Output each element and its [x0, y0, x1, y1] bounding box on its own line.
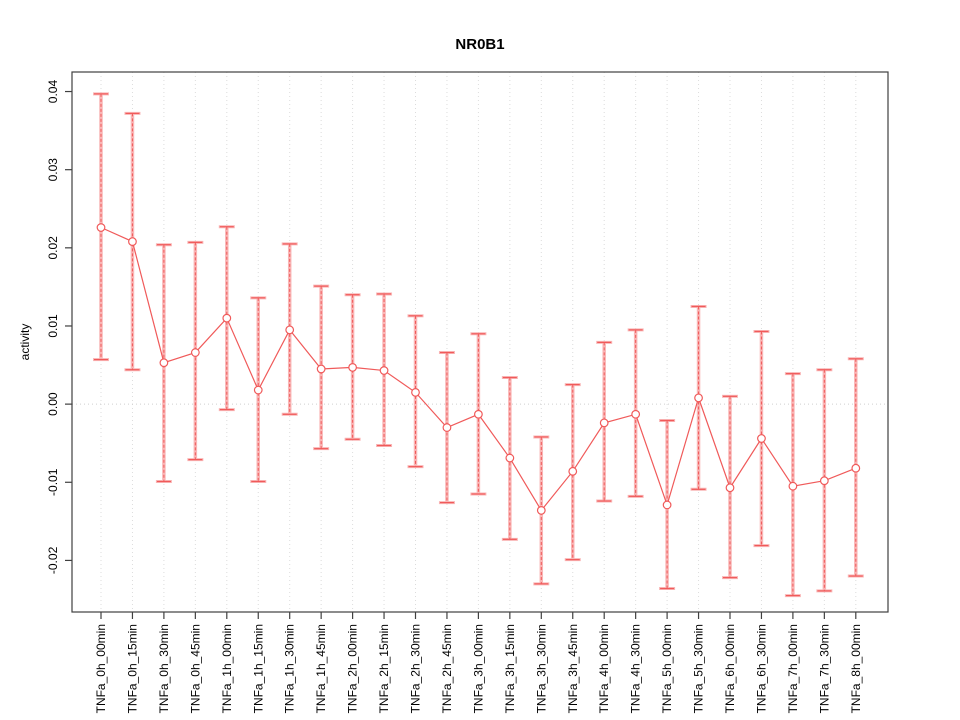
data-point-circle — [819, 476, 829, 486]
x-tick-label: TNFa_2h_45min — [440, 624, 454, 713]
y-axis-label: activity — [18, 324, 32, 361]
y-tick-label: 0.02 — [46, 236, 60, 260]
y-tick-label: -0.02 — [46, 546, 60, 574]
data-point-circle — [190, 348, 200, 357]
data-point-circle — [285, 325, 295, 335]
x-tick-label: TNFa_3h_00min — [471, 624, 485, 713]
x-tick-label: TNFa_6h_30min — [754, 624, 768, 713]
data-point-circle — [568, 466, 578, 476]
x-tick-label: TNFa_4h_30min — [629, 624, 643, 713]
data-point-circle — [159, 358, 169, 368]
data-point-circle — [96, 223, 106, 232]
x-tick-label: TNFa_0h_00min — [94, 624, 108, 713]
x-tick-label: TNFa_2h_15min — [377, 624, 391, 713]
x-tick-label: TNFa_6h_00min — [723, 624, 737, 713]
y-tick-label: 0.00 — [46, 392, 60, 416]
y-tick-label: -0.01 — [46, 468, 60, 496]
chart-title: NR0B1 — [455, 36, 504, 53]
data-point-circle — [474, 409, 483, 419]
plot-layers: TNFa_0h_00min TNFa_0h_15min TNFa_0h_30min T… — [46, 71, 889, 713]
x-tick-label: TNFa_3h_30min — [534, 624, 548, 713]
data-point-circle — [411, 388, 420, 397]
data-point-circle — [505, 453, 515, 463]
y-tick-label: 0.01 — [46, 314, 60, 338]
data-point-circle — [757, 434, 766, 443]
x-tick-label: TNFa_7h_30min — [817, 624, 831, 713]
x-tick-label: TNFa_1h_45min — [314, 624, 328, 713]
data-point-circle — [253, 385, 263, 395]
x-tick-label: TNFa_1h_00min — [220, 624, 234, 713]
x-tick-label: TNFa_3h_15min — [503, 624, 517, 713]
x-tick-label: TNFa_2h_30min — [409, 624, 423, 713]
data-point-circle — [725, 483, 735, 493]
data-point-circle — [128, 237, 137, 246]
x-tick-label: TNFa_4h_00min — [597, 624, 611, 713]
x-tick-label: TNFa_1h_15min — [251, 624, 265, 713]
x-tick-label: TNFa_5h_00min — [660, 624, 674, 713]
x-tick-label: TNFa_2h_00min — [346, 624, 360, 713]
x-tick-label: TNFa_3h_45min — [566, 624, 580, 713]
data-point-circle — [694, 393, 703, 403]
data-point-circle — [599, 418, 609, 428]
y-tick-label: 0.03 — [46, 158, 60, 182]
x-tick-label: TNFa_0h_30min — [157, 624, 171, 713]
data-point-circle — [662, 500, 672, 510]
data-point-circle — [442, 423, 452, 432]
x-tick-label: TNFa_1h_30min — [283, 624, 297, 713]
data-point-circle — [536, 506, 546, 515]
data-point-circle — [348, 362, 358, 372]
x-tick-label: TNFa_8h_00min — [849, 624, 863, 713]
data-point-circle — [379, 366, 389, 375]
data-point-circle — [788, 481, 798, 491]
y-tick-label: 0.04 — [46, 80, 60, 104]
x-tick-label: TNFa_7h_00min — [786, 624, 800, 713]
x-tick-label: TNFa_5h_30min — [692, 624, 706, 713]
data-point-circle — [316, 364, 326, 374]
x-tick-label: TNFa_0h_45min — [188, 624, 202, 713]
data-point-circle — [851, 463, 861, 473]
plot-border — [71, 71, 889, 613]
data-point-circle — [631, 409, 641, 419]
x-tick-label: TNFa_0h_15min — [125, 624, 139, 713]
data-point-circle — [222, 313, 232, 323]
